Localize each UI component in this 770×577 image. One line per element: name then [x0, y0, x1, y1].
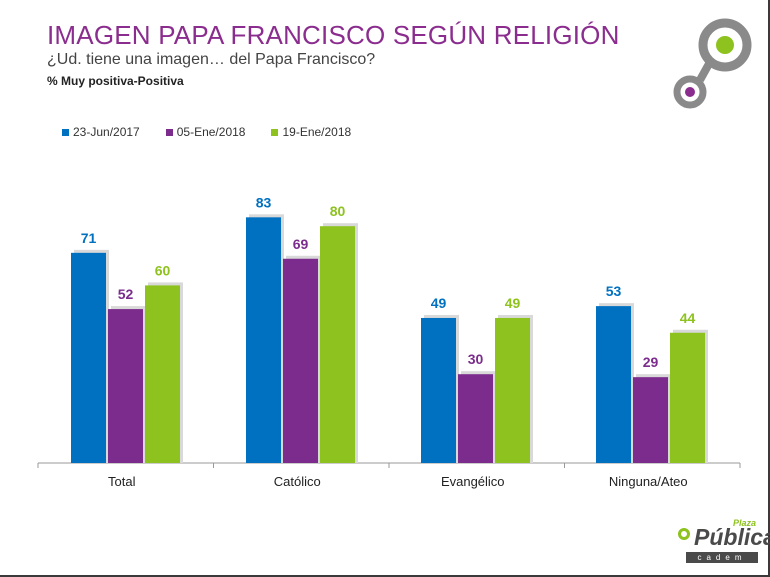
bar-3-0 [596, 306, 631, 463]
bar-2-1 [458, 374, 493, 463]
bar-0-1 [108, 309, 143, 463]
brand-logo: Plaza Pública cadem [672, 518, 770, 566]
legend-label: 05-Ene/2018 [176, 125, 246, 139]
legend-item-1: 05-Ene/2018 [165, 125, 246, 139]
legend-label: 23-Jun/2017 [73, 125, 140, 139]
data-label: 80 [330, 203, 346, 219]
data-label: 29 [643, 354, 659, 370]
legend-swatch [271, 128, 279, 136]
data-label: 52 [118, 286, 134, 302]
brand-cadem-text: cadem [686, 552, 758, 563]
category-label: Total [108, 474, 136, 489]
legend-item-0: 23-Jun/2017 [62, 125, 140, 139]
data-label: 60 [155, 262, 171, 278]
category-label: Católico [274, 474, 321, 489]
data-label: 71 [81, 230, 97, 246]
bar-2-2 [495, 317, 530, 463]
data-label: 49 [431, 295, 447, 311]
bar-1-0 [246, 217, 281, 463]
legend-label: 19-Ene/2018 [282, 125, 352, 139]
brand-rings-icon [673, 18, 752, 109]
chart-legend: 23-Jun/2017 05-Ene/2018 19-Ene/2018 [62, 125, 351, 139]
measure-note: % Muy positiva-Positiva [47, 74, 184, 88]
bar-3-1 [633, 377, 668, 463]
bar-3-2 [670, 332, 705, 463]
brand-plaza-text: Plaza [733, 518, 757, 528]
bar-2-0 [421, 317, 456, 463]
bar-1-2 [320, 226, 355, 463]
data-label: 49 [505, 295, 521, 311]
data-label: 44 [680, 310, 696, 326]
category-label: Ninguna/Ateo [609, 474, 688, 489]
brand-dot-icon [678, 528, 690, 540]
brand-wordmark: Pública [694, 524, 770, 550]
page-title: IMAGEN PAPA FRANCISCO SEGÚN RELIGIÓN [47, 20, 620, 50]
legend-swatch [62, 128, 69, 136]
bar-0-2 [145, 285, 180, 463]
data-label: 83 [256, 194, 272, 210]
bar-1-1 [283, 258, 318, 463]
data-label: 53 [606, 283, 622, 299]
data-label: 30 [468, 351, 484, 367]
category-label: Evangélico [441, 474, 505, 489]
legend-item-2: 19-Ene/2018 [271, 125, 351, 139]
data-label: 69 [293, 236, 309, 252]
page-subtitle: ¿Ud. tiene una imagen… del Papa Francisc… [47, 51, 376, 68]
bar-0-0 [71, 252, 106, 463]
legend-swatch [165, 128, 173, 136]
